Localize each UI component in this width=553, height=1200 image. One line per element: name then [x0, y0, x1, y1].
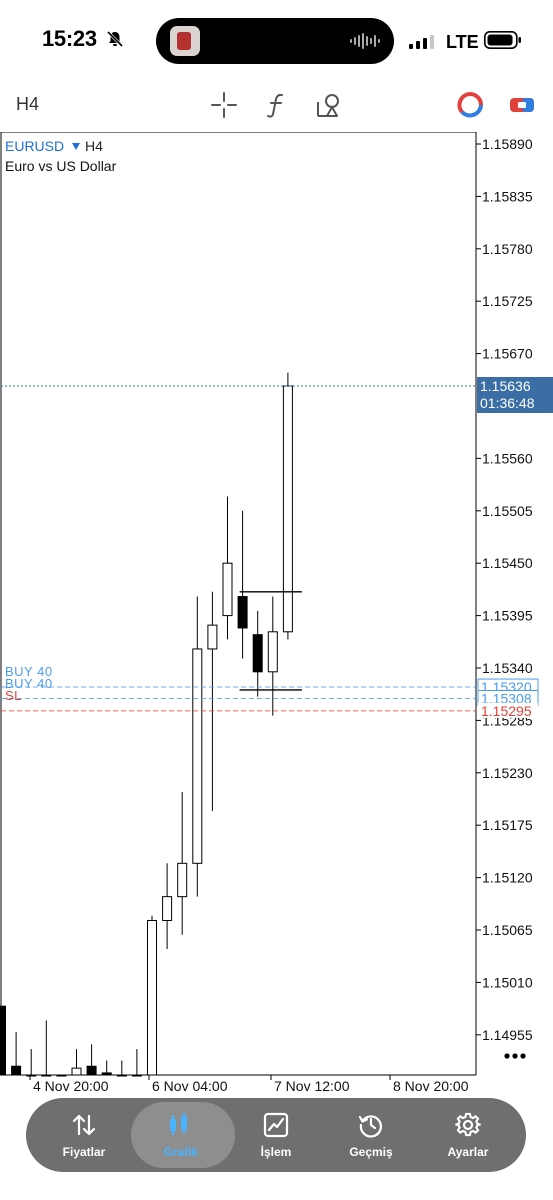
candle-bear: [86, 1065, 97, 1076]
tab-history-label: Geçmiş: [349, 1145, 393, 1159]
order-price-bg: [478, 702, 538, 718]
tab-settings[interactable]: Ayarlar: [418, 1098, 518, 1172]
price-tick-label: 1.15230: [482, 765, 533, 781]
candle-bear: [252, 634, 263, 673]
candle-bull: [222, 562, 233, 617]
now-playing-thumbnail: [170, 26, 200, 56]
current-price-tag: [477, 376, 553, 413]
status-time: 15:23: [42, 26, 97, 51]
network-type: LTE: [446, 32, 479, 52]
price-tick-label: 1.15725: [482, 293, 533, 309]
price-tick-label: 1.15120: [482, 870, 533, 886]
tab-quotes-label: Fiyatlar: [62, 1145, 106, 1159]
price-tick-label: 1.15450: [482, 555, 533, 571]
one-click-trading-icon[interactable]: [507, 90, 537, 120]
time-tick-label: 8 Nov 20:00: [393, 1078, 469, 1094]
current-price-value: 1.15636: [480, 378, 531, 394]
dynamic-island[interactable]: [156, 18, 394, 64]
order-price-label: 1.15308: [481, 690, 532, 706]
tab-trade-label: İşlem: [260, 1145, 292, 1159]
crosshair-icon[interactable]: [209, 90, 239, 120]
candle-bear: [11, 1065, 22, 1076]
quotes-icon: [72, 1114, 96, 1136]
candle-bull: [192, 648, 203, 864]
candle-bull: [147, 919, 157, 1076]
candle-bear: [56, 1074, 67, 1077]
candle-bull: [207, 624, 218, 650]
time-tick-label: 4 Nov 20:00: [33, 1078, 109, 1094]
order-price-label: 1.15295: [481, 703, 532, 719]
candle-bear: [41, 1074, 52, 1077]
price-tick-label: 1.15560: [482, 450, 533, 466]
candle-bull: [162, 896, 173, 921]
candlestick-chart[interactable]: 1.15890 1.15835 1.15780 1.15725 1.15670 1.155…: [0, 132, 553, 1098]
price-tick-label: 1.15340: [482, 660, 533, 676]
objects-icon[interactable]: [314, 90, 344, 120]
order-label-buy-2[interactable]: BUY 40: [5, 676, 53, 691]
chart-icon: [170, 1113, 187, 1135]
time-tick-label: 6 Nov 04:00: [152, 1078, 228, 1094]
timeframe-selector[interactable]: H4: [16, 94, 40, 114]
candle-bull: [282, 385, 293, 633]
candle-bear: [116, 1074, 127, 1077]
price-tick-label: 1.15835: [482, 188, 533, 204]
trade-icon: [263, 1112, 289, 1138]
price-tick-label: 1.14955: [482, 1027, 533, 1043]
tab-quotes[interactable]: Fiyatlar: [34, 1098, 134, 1172]
trade-icon[interactable]: [455, 90, 485, 120]
battery-icon: [484, 31, 521, 49]
tab-settings-label: Ayarlar: [447, 1145, 489, 1159]
tab-history[interactable]: Geçmiş: [321, 1098, 421, 1172]
tab-chart-label: Grafik: [163, 1145, 199, 1159]
candle-bear: [26, 1074, 37, 1077]
candle-bear: [0, 1005, 6, 1076]
indicators-icon[interactable]: [262, 90, 292, 120]
candle-bull: [131, 1074, 142, 1077]
price-tick-label: 1.15175: [482, 817, 533, 833]
time-tick-label: 7 Nov 12:00: [274, 1078, 350, 1094]
tab-chart[interactable]: Grafik: [129, 1098, 235, 1172]
candle-bear: [101, 1072, 112, 1076]
candle-bear: [237, 596, 248, 629]
more-options-icon[interactable]: [503, 1052, 527, 1060]
audio-waveform-icon: [350, 33, 380, 49]
cellular-signal-icon: [409, 35, 434, 49]
order-label-sl[interactable]: SL: [5, 688, 22, 703]
chart-symbol-description: Euro vs US Dollar: [5, 158, 117, 174]
tab-trade[interactable]: İşlem: [226, 1098, 326, 1172]
candle-bull: [177, 862, 188, 898]
settings-icon: [455, 1112, 481, 1137]
candle-bull: [71, 1067, 82, 1076]
price-tick-label: 1.15395: [482, 608, 533, 624]
price-tick-label: 1.15670: [482, 346, 533, 362]
bar-countdown: 01:36:48: [480, 395, 535, 411]
symbol-dropdown-icon[interactable]: [72, 143, 80, 150]
bottom-tab-bar: Fiyatlar Grafik İşlem Geçmiş Ayarlar: [26, 1098, 526, 1172]
price-chart[interactable]: 1.15890 1.15835 1.15780 1.15725 1.15670 1.155…: [0, 132, 553, 1098]
price-tick-label: 1.15890: [482, 136, 533, 152]
order-label-buy-1[interactable]: BUY 40: [5, 664, 53, 679]
silent-mode-icon: [106, 30, 124, 48]
candle-bull: [267, 631, 278, 673]
chart-timeframe: H4: [85, 138, 103, 154]
chart-symbol[interactable]: EURUSD: [5, 138, 65, 154]
history-icon: [358, 1115, 382, 1138]
price-tick-label: 1.15065: [482, 922, 533, 938]
price-tick-label: 1.15505: [482, 503, 533, 519]
price-tick-label: 1.15010: [482, 974, 533, 990]
price-tick-label: 1.15780: [482, 241, 533, 257]
